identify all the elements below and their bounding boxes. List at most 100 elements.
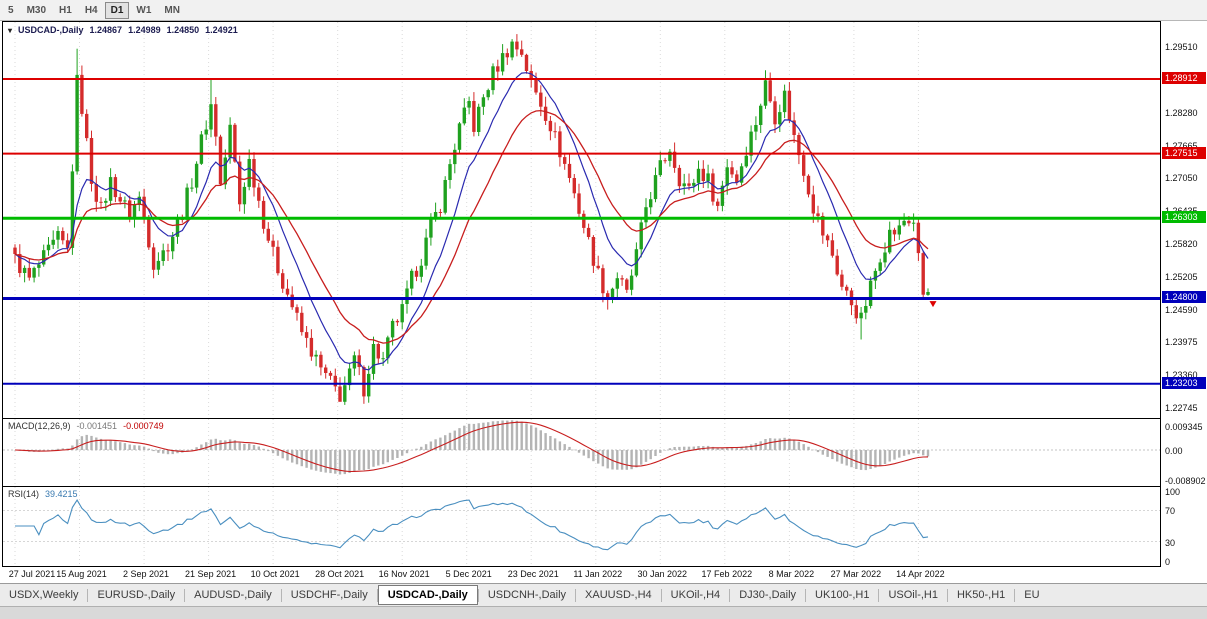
rsi-axis-label: 70 [1165,506,1176,517]
timeframe-button-w1[interactable]: W1 [130,2,157,19]
rsi-row: RSI(14) 39.4215 100 70 30 0 [0,487,1207,567]
macd-panel[interactable]: MACD(12,26,9) -0.001451 -0.000749 [2,419,1161,487]
tab-separator [184,588,186,602]
timeframe-button-h4[interactable]: H4 [79,2,104,19]
tab-separator [660,588,662,602]
macd-value: -0.001451 [76,421,118,431]
date-tick-label: 14 Apr 2022 [896,569,945,579]
chart-header: ▾ USDCAD-,Daily 1.24867 1.24989 1.24850 … [8,25,238,35]
rsi-value: 39.4215 [45,489,78,499]
rsi-axis-label: 30 [1165,537,1176,548]
tab-separator [575,588,577,602]
rsi-label: RSI(14) 39.4215 [8,489,78,499]
price-tick-label: 1.26435 [1165,206,1198,216]
timeframe-button-5[interactable]: 5 [2,2,20,19]
timeframe-button-d1[interactable]: D1 [104,1,130,19]
tab-usdcad-daily[interactable]: USDCAD-,Daily [377,585,478,605]
date-tick-label: 5 Dec 2021 [445,569,492,579]
price-tick-label: 1.25820 [1165,239,1198,250]
chart-dropdown-icon[interactable]: ▾ [8,25,13,35]
date-tick-label: 27 Mar 2022 [830,569,882,579]
price-tick-label: 1.23975 [1165,337,1198,348]
main-chart[interactable]: ▾ USDCAD-,Daily 1.24867 1.24989 1.24850 … [2,21,1161,419]
price-tick-label: 1.23360 [1165,370,1198,381]
bottom-strip [0,606,1207,619]
tab-separator [280,588,282,602]
tab-eu[interactable]: EU [1024,589,1040,601]
tab-separator [729,588,731,602]
macd-row: MACD(12,26,9) -0.001451 -0.000749 0.0093… [0,419,1207,487]
macd-label: MACD(12,26,9) -0.001451 -0.000749 [8,421,164,431]
date-tick-label: 11 Jan 2022 [573,569,623,579]
macd-name: MACD(12,26,9) [8,421,71,431]
tab-eurusd-daily[interactable]: EURUSD-,Daily [97,589,176,601]
tab-separator [87,588,89,602]
price-level-badge: 1.27515 [1162,146,1206,159]
tab-dj30-daily[interactable]: DJ30-,Daily [739,589,797,601]
date-tick-label: 23 Dec 2021 [507,569,559,579]
date-axis[interactable]: 27 Jul 2021 15 Aug 2021 2 Sep 2021 21 Sep 2… [2,567,1165,583]
price-tick-label: 1.29510 [1165,42,1198,53]
ohlc-high: 1.24989 [128,25,161,35]
rsi-chart-canvas[interactable] [3,487,1160,565]
price-axis[interactable]: 1.29510 1.28280 1.27665 1.27050 1.26435 1.258… [1161,21,1207,419]
price-tick-label: 1.22745 [1165,403,1198,414]
tab-separator [878,588,880,602]
timeframe-button-mn[interactable]: MN [158,2,186,19]
chart-tabs: USDX,Weekly EURUSD-,Daily AUDUSD-,Daily USD… [0,583,1207,606]
sell-arrow-icon [929,301,937,308]
tab-ukoil-h4[interactable]: UKOil-,H4 [670,589,721,601]
price-tick-label: 1.27050 [1165,173,1198,184]
tab-separator [805,588,807,602]
date-tick-label: 15 Aug 2021 [56,569,107,579]
price-tick-label: 1.28280 [1165,107,1198,118]
chart-symbol-label: USDCAD-,Daily [18,25,84,35]
price-level-badge: 1.26303 [1162,211,1206,224]
rsi-axis-label: 100 [1165,487,1181,497]
price-tick-label: 1.24590 [1165,304,1198,315]
date-tick-label: 30 Jan 2022 [637,569,688,579]
date-tick-label: 10 Oct 2021 [250,569,300,579]
price-level-badge: 1.28912 [1162,71,1206,84]
price-tick-label: 1.27665 [1165,140,1198,151]
price-level-badge: 1.24800 [1162,291,1206,304]
macd-axis[interactable]: 0.009345 0.00 -0.008902 [1161,419,1207,487]
rsi-axis-label: 0 [1165,557,1171,567]
macd-signal-value: -0.000749 [123,421,164,431]
date-tick-label: 2 Sep 2021 [123,569,170,579]
tab-separator [477,588,479,602]
ohlc-open: 1.24867 [89,25,123,35]
rsi-axis[interactable]: 100 70 30 0 [1161,487,1207,567]
main-chart-canvas[interactable] [3,22,1160,418]
macd-axis-label: -0.008902 [1165,476,1206,486]
macd-axis-label: 0.00 [1165,446,1183,457]
date-tick-label: 8 Mar 2022 [768,569,815,579]
rsi-panel[interactable]: RSI(14) 39.4215 [2,487,1161,567]
tab-usdx-weekly[interactable]: USDX,Weekly [9,589,79,601]
tab-uk100-h1[interactable]: UK100-,H1 [815,589,870,601]
macd-axis-label: 0.009345 [1165,422,1203,432]
tab-hk50-h1[interactable]: HK50-,H1 [956,589,1006,601]
tab-xauusd-h4[interactable]: XAUUSD-,H4 [585,589,652,601]
date-tick-label: 21 Sep 2021 [185,569,237,579]
tab-separator [946,588,948,602]
ohlc-close: 1.24921 [205,25,238,35]
tab-separator [1014,588,1016,602]
price-tick-label: 1.25205 [1165,271,1198,282]
main-chart-row: ▾ USDCAD-,Daily 1.24867 1.24989 1.24850 … [0,21,1207,419]
tab-usdcnh-daily[interactable]: USDCNH-,Daily [487,589,567,601]
tab-separator [376,588,378,602]
timeframe-button-m30[interactable]: M30 [21,2,52,19]
price-level-badge: 1.23203 [1162,376,1206,389]
rsi-name: RSI(14) [8,489,40,499]
tab-usdchf-daily[interactable]: USDCHF-,Daily [290,589,368,601]
date-tick-label: 28 Oct 2021 [315,569,365,579]
timeframe-button-h1[interactable]: H1 [53,2,78,19]
macd-chart-canvas[interactable] [3,419,1160,485]
timeframe-toolbar: 5 M30 H1 H4 D1 W1 MN [0,0,1207,21]
tab-usoil-h1[interactable]: USOil-,H1 [888,589,938,601]
date-tick-label: 17 Feb 2022 [701,569,753,579]
date-tick-label: 27 Jul 2021 [8,569,56,579]
tab-audusd-daily[interactable]: AUDUSD-,Daily [194,589,272,601]
